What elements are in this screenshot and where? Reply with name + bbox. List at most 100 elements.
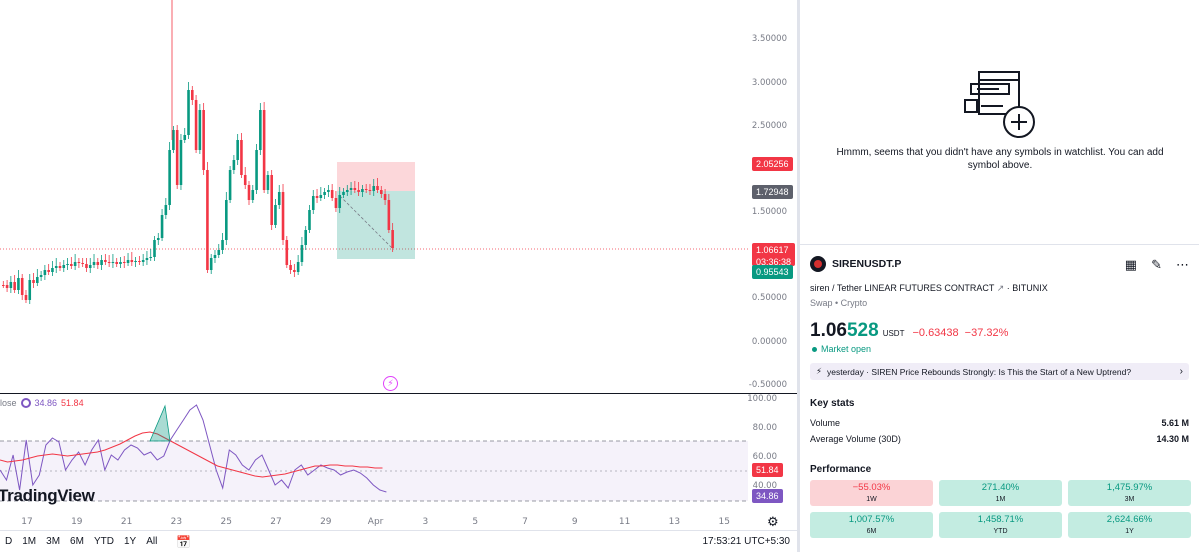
calendar-icon[interactable]: 📅 [176,534,192,549]
date-axis-label: Apr [368,517,384,527]
position-profit-zone[interactable] [337,162,415,191]
perf-cell-1w[interactable]: −55.03% 1W [810,480,933,506]
candle-body [228,170,232,200]
candle-body [206,170,209,270]
range-1m[interactable]: 1M [22,536,37,547]
clock[interactable]: 17:53:21 UTC+5:30 [702,536,790,547]
symbol-ticker[interactable]: SIRENUSDT.P [832,258,902,270]
date-axis-label: 3 [423,517,429,527]
right-panel: Hmmm, seems that you didn't have any sym… [800,0,1199,552]
stat-value: 5.61 M [1161,418,1189,428]
edit-icon[interactable]: ✎ [1151,257,1162,272]
candle-body [111,262,115,263]
candle-body [262,110,266,190]
gear-icon[interactable]: ⚙ [767,514,779,529]
candle-body [259,110,262,150]
date-axis-label: 9 [572,517,578,527]
date-axis[interactable]: 17 19 21 23 25 27 29 Apr 3 5 7 9 11 13 15 [21,517,730,527]
candle-body [274,205,277,225]
symbol-header[interactable]: SIRENUSDT.P [810,256,901,272]
last-price-tail: 528 [846,320,879,341]
symbol-actions: ▦ ✎ ⋯ [1125,257,1189,273]
candle-body [315,196,319,198]
candle-body [221,240,224,250]
candle-body [266,175,270,190]
perf-cell-6m[interactable]: 1,007.57% 6M [810,512,933,538]
news-text[interactable]: yesterday · SIREN Price Rebounds Strongl… [826,366,1132,377]
price-axis[interactable]: 3.50000 3.00000 2.50000 1.50000 0.50000 0.000… [749,34,787,390]
candle-body [349,188,353,190]
candle-body [251,190,255,200]
more-icon[interactable]: ⋯ [1176,257,1189,272]
range-all[interactable]: All [146,536,158,547]
candle-body [160,215,164,238]
range-d[interactable]: D [5,536,13,547]
chevron-right-icon[interactable]: › [1179,366,1183,377]
price-axis-label: 3.50000 [752,34,787,44]
perf-cell-ytd[interactable]: 1,458.71% YTD [939,512,1062,538]
rsi-axis[interactable]: 100.00 80.00 60.00 40.00 [747,394,777,491]
candle-body [5,285,9,288]
external-link-icon[interactable]: ↗ [996,283,1005,293]
range-6m[interactable]: 6M [70,536,84,547]
candle-body [47,270,50,272]
eye-icon[interactable] [20,398,31,408]
panel-divider[interactable] [797,0,800,552]
perf-cell-1m[interactable]: 271.40% 1M [939,480,1062,506]
rsi-axis-label: 60.00 [753,452,777,462]
candle-body [107,262,111,263]
candle-body [391,230,394,248]
perf-value: 271.40% [981,481,1020,493]
range-3m[interactable]: 3M [46,536,61,547]
date-axis-label: 27 [270,517,281,527]
perf-cell-3m[interactable]: 1,475.97% 3M [1068,480,1191,506]
stat-row-avg-volume: Average Volume (30D) 14.30 M [810,434,1189,444]
position-loss-zone[interactable] [337,191,415,259]
candle-body [156,238,160,240]
candle-body [104,260,107,262]
candle-body [353,188,357,190]
rsi-ma-tag: 51.84 [752,463,783,477]
candle-body [330,190,334,198]
perf-value: −55.03% [852,481,891,493]
price-axis-label: -0.50000 [749,380,787,390]
price-chart[interactable]: 3.50000 3.00000 2.50000 1.50000 0.50000 0.000… [0,0,797,530]
grid-icon[interactable]: ▦ [1124,257,1138,272]
tradingview-watermark: TradingView [0,486,95,505]
candle-body [92,262,96,265]
candle-body [119,262,122,264]
candles [2,0,394,304]
chart-pane[interactable]: 3.50000 3.00000 2.50000 1.50000 0.50000 0.000… [0,0,797,530]
candle-body [145,258,149,260]
candle-body [296,262,300,272]
candle-body [70,264,73,266]
candle-body [138,261,141,262]
candle-body [289,265,292,270]
candle-body [304,230,307,245]
price-change-percent: −37.32% [964,327,1009,339]
symbol-description[interactable]: siren / Tether LINEAR FUTURES CONTRACT [810,283,995,293]
entry-price-tag: 1.72948 [752,185,793,199]
lightning-icon[interactable]: ⚡ [383,376,398,391]
perf-cell-1y[interactable]: 2,624.66% 1Y [1068,512,1191,538]
rsi-legend[interactable]: lose 34.86 51.84 [0,398,84,408]
candle-body [209,258,213,270]
price-axis-label: 1.50000 [752,207,787,217]
candle-body [183,135,187,140]
date-axis-label: 17 [21,517,32,527]
date-axis-label: 23 [171,517,182,527]
candle-body [149,257,153,258]
range-ytd[interactable]: YTD [93,536,114,547]
candle-body [327,190,330,192]
candle-body [66,264,69,265]
candle-body [32,280,35,283]
date-axis-label: 11 [619,517,630,527]
range-1y[interactable]: 1Y [123,536,137,547]
rsi-lines [0,404,387,493]
performance-grid: −55.03% 1W 271.40% 1M 1,475.97% 3M 1,007… [810,480,1191,538]
candle-body [225,200,228,240]
candle-body [198,110,202,150]
candle-body [368,190,372,191]
news-headline[interactable]: ⚡ yesterday · SIREN Price Rebounds Stron… [810,363,1189,380]
candle-body [308,210,311,230]
